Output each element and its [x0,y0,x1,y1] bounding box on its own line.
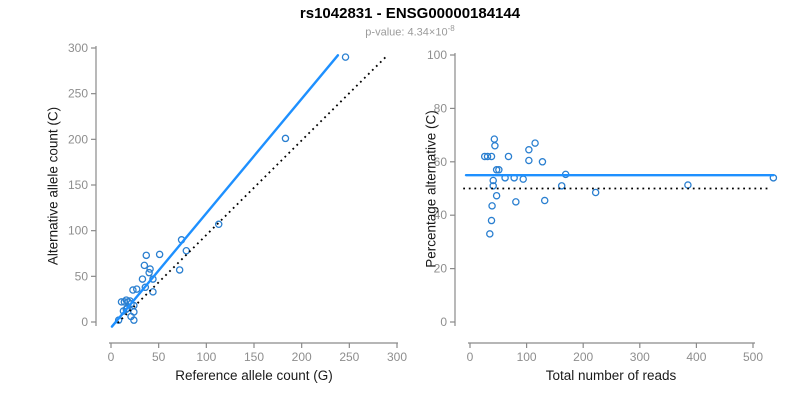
y-tick-label: 40 [434,208,448,222]
data-point [492,191,501,200]
data-point [155,250,164,259]
y-tick-label: 250 [68,87,88,101]
x-tick-label: 400 [686,350,706,364]
data-point [531,139,539,147]
data-point [123,304,131,313]
data-point [129,286,137,294]
x-tick-label: 200 [573,350,593,364]
data-point [149,288,157,296]
data-point [525,156,533,165]
data-point [538,158,547,166]
y-tick-label: 0 [440,315,447,329]
right-x-axis-title: Total number of reads [545,368,677,383]
x-tick-label: 50 [152,350,166,364]
data-point [140,261,149,270]
data-point [130,316,138,324]
x-tick-label: 250 [339,350,359,364]
x-tick-label: 100 [196,350,216,364]
x-tick-label: 100 [517,350,537,364]
data-point [492,166,501,174]
data-point [142,251,151,260]
y-tick-label: 100 [427,48,447,62]
data-point [214,220,223,229]
data-point [488,202,496,210]
left-trend-line [110,54,340,328]
data-point [491,142,499,150]
y-tick-label: 150 [68,178,88,192]
y-tick-label: 20 [434,262,448,276]
data-point [495,166,503,174]
y-tick-label: 60 [434,155,448,169]
data-point [341,53,350,61]
data-point [132,285,141,293]
y-tick-label: 50 [75,269,89,283]
data-point [557,182,566,190]
plot-title: rs1042831 - ENSG00000184144 [299,5,521,22]
data-point [182,247,191,255]
data-point [141,283,150,292]
data-point [122,296,131,304]
y-tick-label: 200 [68,132,88,146]
x-tick-label: 0 [467,350,474,364]
data-point [487,216,496,225]
data-point [489,182,497,190]
p-value-subtitle: p-value: 4.34×10-8 [20,24,800,39]
data-point [684,181,692,189]
x-tick-label: 500 [743,350,763,364]
right-y-axis-title: Percentage alternative (C) [423,110,439,268]
data-point [519,175,527,183]
y-tick-label: 0 [81,315,88,329]
data-point [175,266,184,274]
data-point [489,176,497,185]
y-tick-label: 80 [434,101,448,115]
x-tick-label: 300 [387,350,407,364]
x-tick-label: 300 [630,350,650,364]
y-tick-label: 100 [68,224,88,238]
p-value-exponent: -8 [447,24,455,33]
x-tick-label: 0 [108,350,115,364]
data-point [512,198,520,206]
data-point [490,135,499,143]
data-point [486,230,494,238]
data-point [540,196,549,205]
left-dotted-reference-line [117,54,389,324]
data-point [145,268,153,277]
data-point [504,152,513,161]
data-point [138,275,147,283]
data-point [591,188,600,197]
data-point [525,146,533,154]
left-x-axis-title: Reference allele count (G) [175,368,333,383]
x-tick-label: 150 [244,350,264,364]
data-point [146,265,154,273]
p-value-text: p-value: 4.34×10 [365,26,448,39]
x-tick-label: 200 [292,350,312,364]
data-point [483,152,492,161]
data-point [281,134,290,143]
y-tick-label: 300 [68,41,88,55]
data-point [487,152,496,161]
data-point [122,305,131,313]
left-y-axis-title: Alternative allele count (C) [45,106,61,266]
